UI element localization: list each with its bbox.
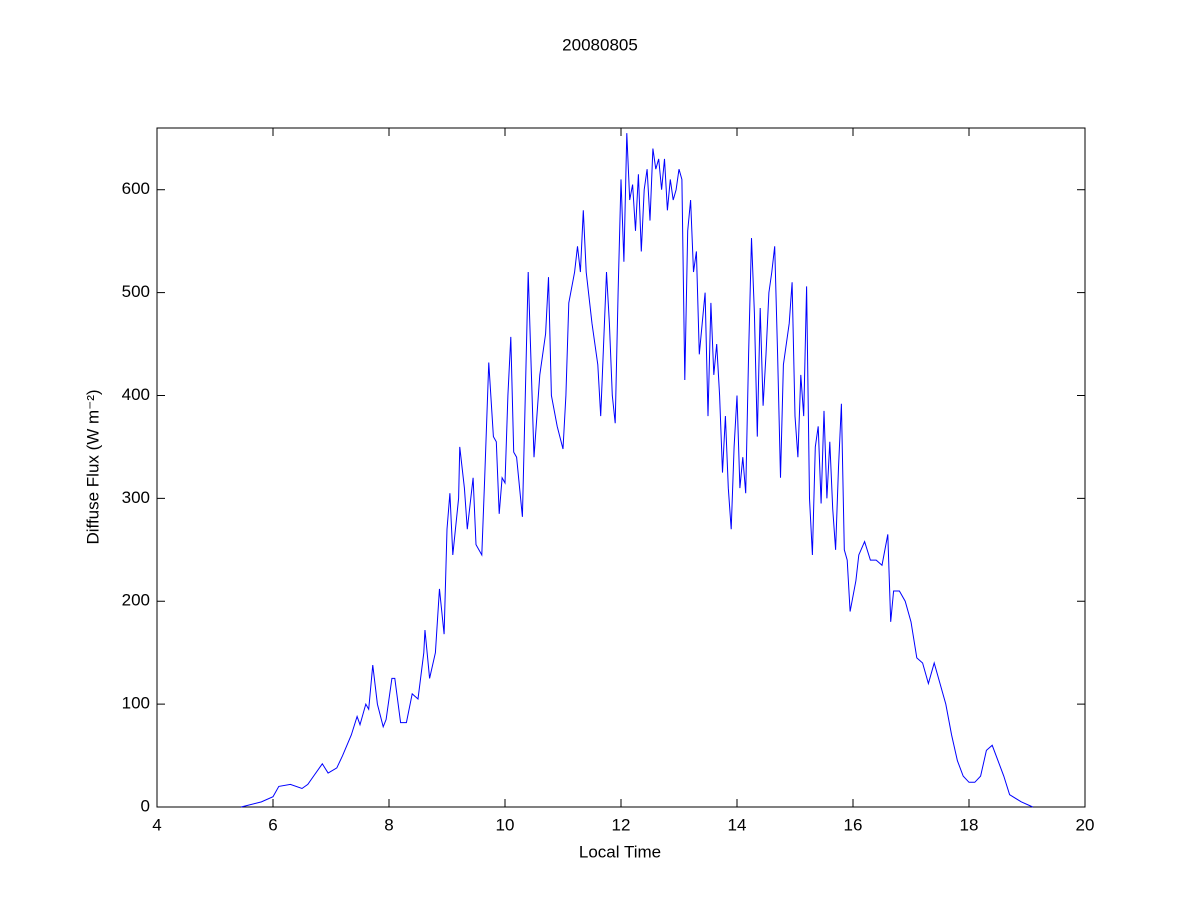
x-tick-label: 16 <box>844 815 863 834</box>
x-tick-label: 10 <box>496 815 515 834</box>
x-tick-label: 20 <box>1076 815 1095 834</box>
data-line <box>240 133 1034 808</box>
y-tick-label: 600 <box>122 179 150 198</box>
chart-title: 20080805 <box>562 35 638 54</box>
y-tick-label: 100 <box>122 694 150 713</box>
y-tick-label: 0 <box>141 796 150 815</box>
x-tick-label: 14 <box>728 815 747 834</box>
x-tick-label: 12 <box>612 815 631 834</box>
x-axis-label: Local Time <box>579 842 661 861</box>
y-tick-label: 300 <box>122 488 150 507</box>
y-axis-label: Diffuse Flux (W m⁻²) <box>83 389 102 544</box>
x-tick-label: 6 <box>268 815 277 834</box>
x-tick-label: 4 <box>152 815 161 834</box>
y-tick-label: 200 <box>122 591 150 610</box>
y-tick-label: 500 <box>122 282 150 301</box>
x-tick-label: 18 <box>960 815 979 834</box>
y-tick-label: 400 <box>122 385 150 404</box>
x-tick-label: 8 <box>384 815 393 834</box>
